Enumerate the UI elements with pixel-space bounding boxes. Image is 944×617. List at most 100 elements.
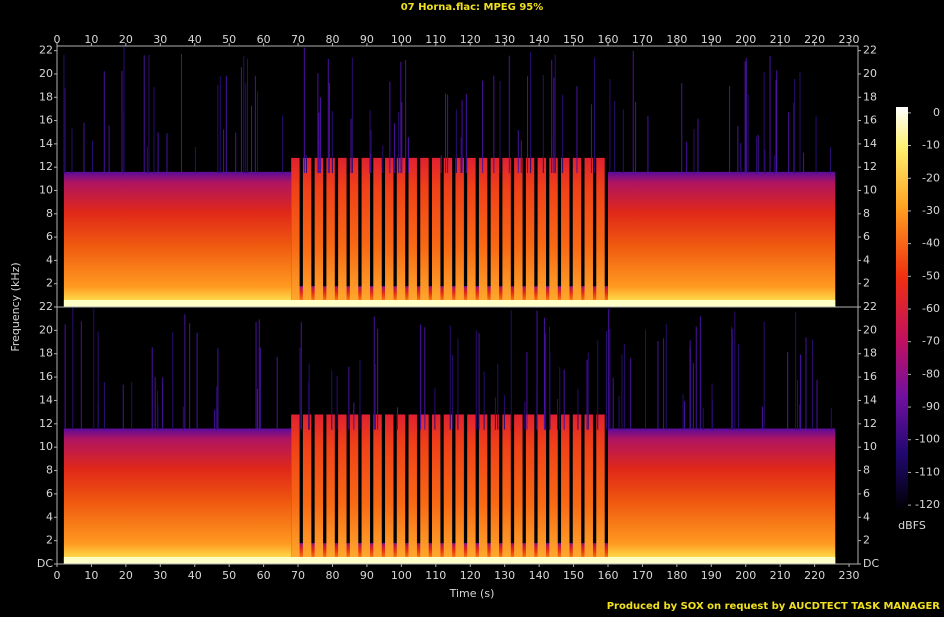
x-tick-label: 210 (770, 569, 791, 582)
x-tick-label-top: 130 (494, 33, 515, 46)
y-tick-label: 14 (39, 137, 53, 150)
spectrum-stripe (502, 157, 511, 307)
spectrum-stripe (349, 414, 359, 564)
x-axis-label: Time (s) (449, 587, 495, 600)
spectrum-stripe (361, 157, 371, 307)
spectrum-stripe (561, 157, 570, 307)
x-tick-label-top: 170 (632, 33, 653, 46)
y-tick-label-right: 12 (863, 417, 877, 430)
y-tick-label-right: 6 (863, 230, 870, 243)
spectrum-stripe (490, 414, 500, 564)
y-tick-label: 6 (46, 487, 53, 500)
x-tick-label: 90 (360, 569, 374, 582)
y-tick-label: 16 (39, 370, 53, 383)
x-tick-label: 160 (597, 569, 618, 582)
y-axis-label: Frequency (kHz) (9, 262, 22, 351)
spectrum-stripe (584, 157, 593, 307)
x-tick-label: 120 (460, 569, 481, 582)
x-tick-label: 220 (804, 569, 825, 582)
x-tick-label-top: 80 (325, 33, 339, 46)
spectrum-stripe (291, 157, 300, 307)
y-tick-label-right: 2 (863, 277, 870, 290)
x-tick-label: 230 (839, 569, 860, 582)
y-tick-label: 4 (46, 253, 53, 266)
y-tick-label-right: 8 (863, 207, 870, 220)
y-tick-label-right: 10 (863, 440, 877, 453)
y-tick-label-right: 18 (863, 347, 877, 360)
dc-band (63, 556, 836, 564)
x-tick-label: 80 (325, 569, 339, 582)
x-tick-label-top: 70 (291, 33, 305, 46)
y-tick-label: 12 (39, 417, 53, 430)
x-tick-label: 140 (529, 569, 550, 582)
y-tick-label: 22 (39, 300, 53, 313)
x-tick-label: 10 (84, 569, 98, 582)
spectrum-stripe (525, 157, 535, 307)
x-tick-label: 0 (54, 569, 61, 582)
spectrum-stripe (314, 157, 324, 307)
colorbar-tick-label: -20 (922, 171, 940, 184)
y-tick-label-right: 22 (863, 44, 877, 57)
x-tick-label: 70 (291, 569, 305, 582)
y-tick-label-right: 16 (863, 114, 877, 127)
chart-title: 07 Horna.flac: MPEG 95% (401, 2, 544, 13)
y-tick-label: 20 (39, 67, 53, 80)
spectrum-stripe (549, 157, 558, 307)
spectrum-stripe (314, 414, 324, 564)
spectrum-stripe (373, 414, 382, 564)
spectrum-stripe (408, 157, 417, 307)
frame (56, 306, 859, 565)
y-tick-label-right: 20 (863, 67, 877, 80)
x-tick-label: 180 (666, 569, 687, 582)
x-tick-label-top: 60 (257, 33, 271, 46)
spectrum-stripe (561, 414, 570, 564)
x-tick-label-top: 210 (770, 33, 791, 46)
spectrum-stripe (514, 414, 523, 564)
spectrum-stripe (431, 414, 441, 564)
colorbar-tick-label: -110 (915, 465, 940, 478)
spectrum-stripe (408, 414, 417, 564)
y-tick-label: 4 (46, 510, 53, 523)
x-tick-label-top: 40 (188, 33, 202, 46)
y-tick-label-right: 6 (863, 487, 870, 500)
spectrogram (63, 46, 836, 307)
x-tick-label-top: 0 (54, 33, 61, 46)
y-tick-label: 16 (39, 114, 53, 127)
footer: Produced by SOX on request by AUCDTECT T… (607, 601, 941, 612)
colorbar-tick-label: -80 (922, 367, 940, 380)
y-tick-label-right: 20 (863, 323, 877, 336)
spectrum-stripe (443, 414, 453, 564)
colorbar-tick-label: -40 (922, 237, 940, 250)
y-tick-label: 6 (46, 230, 53, 243)
x-tick-label-top: 180 (666, 33, 687, 46)
spectrum-stripe (361, 414, 371, 564)
x-tick-label: 170 (632, 569, 653, 582)
colorbar-tick-label: -60 (922, 302, 940, 315)
x-tick-label-top: 190 (701, 33, 722, 46)
x-tick-label-top: 50 (222, 33, 236, 46)
y-tick-label-right: 14 (863, 393, 877, 406)
x-tick-label-top: 90 (360, 33, 374, 46)
spectrum-stripe (537, 414, 547, 564)
spectrum-stripe (549, 414, 558, 564)
y-tick-label-right: 12 (863, 160, 877, 173)
x-tick-label-top: 110 (425, 33, 446, 46)
spectrum-stripe (431, 157, 441, 307)
x-tick-label-top: 140 (529, 33, 550, 46)
spectrum-stripe (396, 157, 406, 307)
spectrum-stripe (572, 157, 582, 307)
x-tick-label-top: 100 (391, 33, 412, 46)
dc-band (63, 300, 836, 307)
y-tick-label-right: 2 (863, 534, 870, 547)
spectrum-stripe (373, 157, 382, 307)
y-tick-label: 8 (46, 464, 53, 477)
spectrum-stripe (455, 414, 464, 564)
spectrum-stripe (514, 157, 523, 307)
x-tick-label-top: 220 (804, 33, 825, 46)
spectrum-stripe (537, 157, 547, 307)
colorbar-tick-label: -10 (922, 139, 940, 152)
y-tick-label-right: 10 (863, 183, 877, 196)
y-tick-label: 14 (39, 393, 53, 406)
spectrum-stripe (349, 157, 359, 307)
